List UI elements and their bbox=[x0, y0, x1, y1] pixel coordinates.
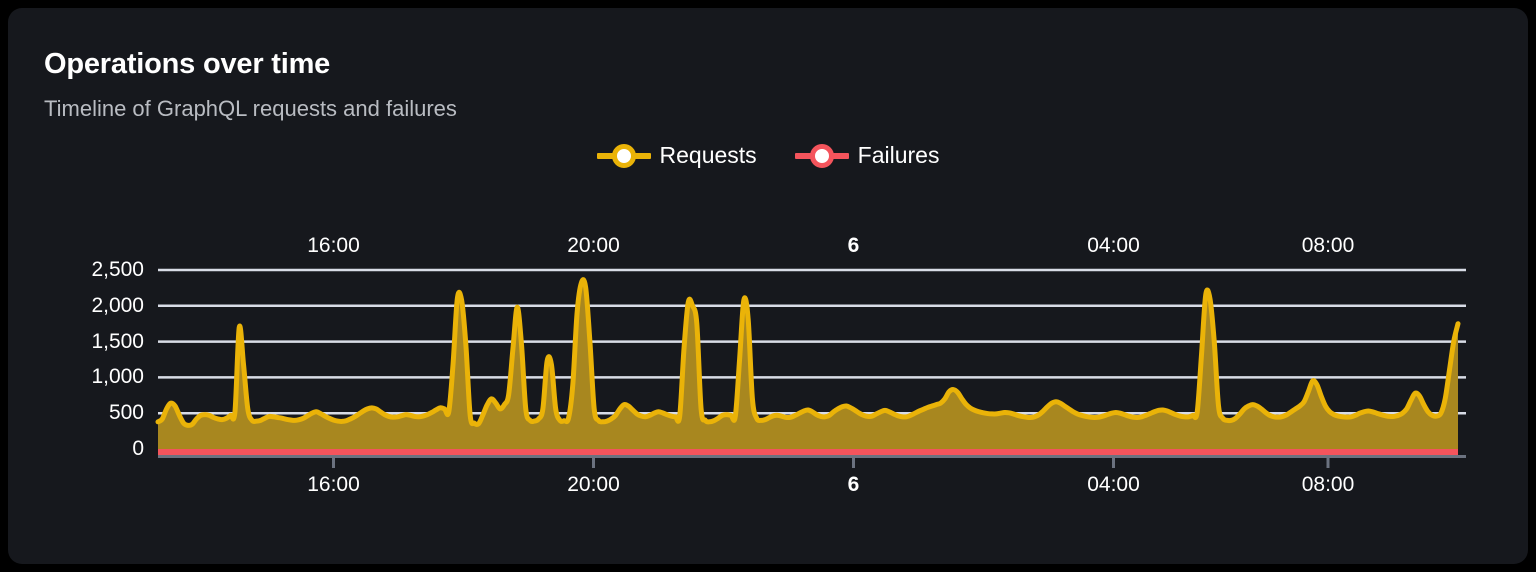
y-axis-tick-label: 1,000 bbox=[91, 365, 144, 389]
x-axis-tick-label-bottom: 08:00 bbox=[1301, 473, 1355, 496]
chart-legend: Requests Failures bbox=[8, 142, 1528, 169]
y-axis-tick-label: 1,500 bbox=[91, 329, 144, 353]
page-title: Operations over time bbox=[44, 48, 331, 80]
x-axis-tick-label-bottom: 16:00 bbox=[307, 473, 360, 496]
x-axis-tick-label-bottom: 04:00 bbox=[1087, 473, 1140, 496]
x-axis-tick-label-bottom: 20:00 bbox=[567, 473, 620, 496]
y-axis-tick-label: 0 bbox=[132, 437, 144, 460]
x-axis-tick-label-top: 20:00 bbox=[567, 234, 620, 257]
y-axis-tick-label: 2,500 bbox=[91, 258, 144, 281]
x-axis-tick-label-top: 08:00 bbox=[1301, 234, 1355, 257]
x-axis-tick-label-bottom: 6 bbox=[847, 473, 860, 496]
chart-svg bbox=[155, 268, 1466, 468]
legend-item-failures[interactable]: Failures bbox=[794, 142, 940, 169]
x-axis-tick-label-top: 16:00 bbox=[307, 234, 360, 257]
legend-marker-failures-icon bbox=[794, 143, 849, 168]
panel-subtitle: Timeline of GraphQL requests and failure… bbox=[44, 96, 457, 121]
y-axis-tick-label: 500 bbox=[108, 401, 144, 425]
x-axis-tick-label-top: 04:00 bbox=[1087, 234, 1140, 257]
y-axis-tick-label: 2,000 bbox=[91, 293, 144, 317]
chart-card: Operations over time Timeline of GraphQL… bbox=[8, 8, 1528, 564]
legend-item-requests[interactable]: Requests bbox=[596, 142, 757, 169]
legend-label-requests: Requests bbox=[659, 142, 757, 168]
legend-label-failures: Failures bbox=[857, 142, 940, 168]
chart-plot-area[interactable] bbox=[8, 8, 1528, 564]
legend-marker-requests-icon bbox=[596, 143, 651, 168]
x-axis-tick-label-top: 6 bbox=[847, 234, 860, 257]
